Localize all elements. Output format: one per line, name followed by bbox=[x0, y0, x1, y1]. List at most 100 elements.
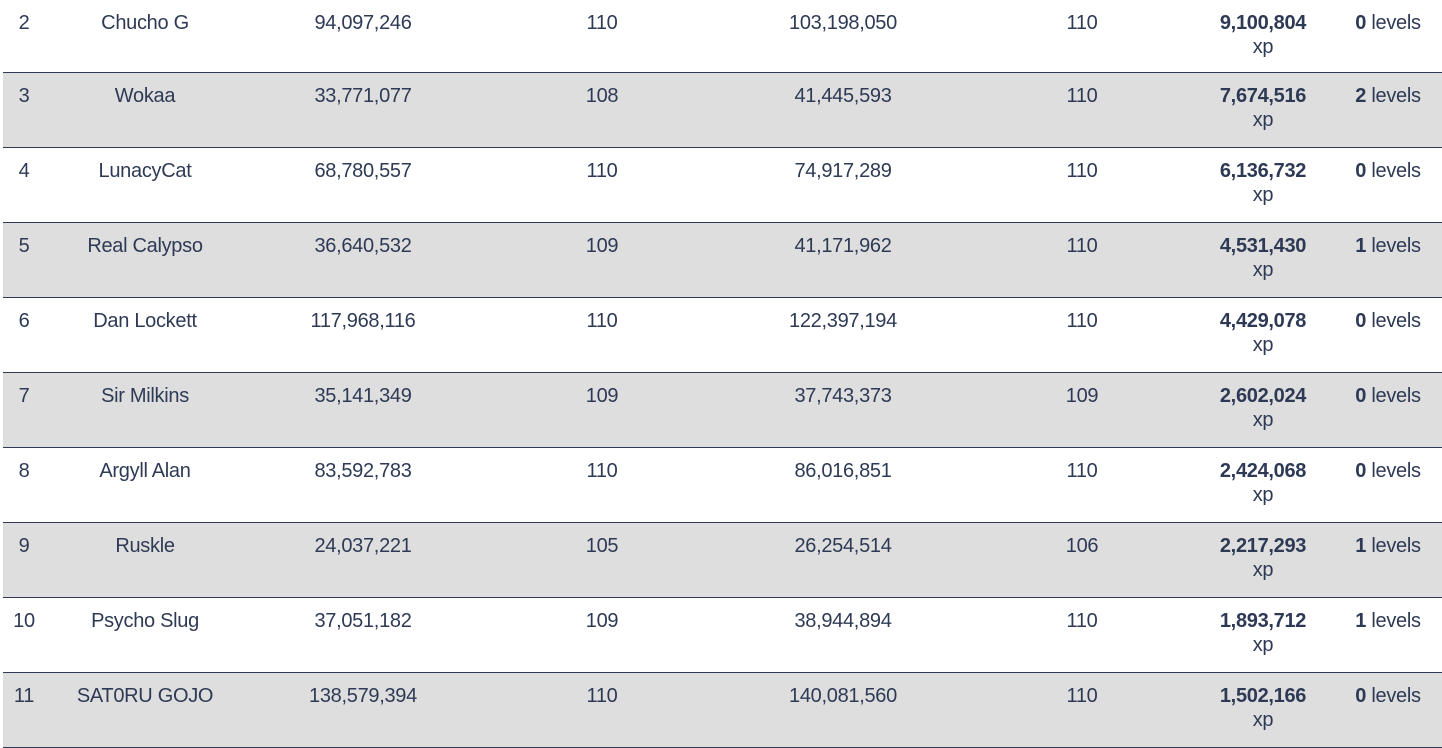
start-xp-cell: 117,968,116 bbox=[310, 310, 416, 332]
start-xp-cell: 24,037,221 bbox=[314, 535, 412, 557]
table-row: 3 Wokaa 33,771,077 108 41,445,593 110 7,… bbox=[3, 73, 1442, 148]
end-level-cell: 110 bbox=[1066, 160, 1098, 182]
start-level-cell: 109 bbox=[585, 235, 619, 257]
levels-gained-value: 0 bbox=[1355, 160, 1367, 182]
xp-gain-cell: 2,602,024 xp bbox=[1183, 384, 1343, 432]
xp-gain-value: 9,100,804 bbox=[1219, 12, 1307, 34]
end-level-cell: 110 bbox=[1066, 460, 1098, 482]
levels-gained-cell: 0 levels bbox=[1338, 11, 1438, 35]
end-xp-cell: 86,016,851 bbox=[794, 460, 892, 482]
end-xp-cell: 74,917,289 bbox=[794, 160, 892, 182]
xp-gain-unit: xp bbox=[1252, 709, 1274, 731]
xp-gain-cell: 7,674,516 xp bbox=[1183, 84, 1343, 132]
levels-gained-unit: levels bbox=[1371, 385, 1421, 407]
xp-gain-cell: 2,217,293 xp bbox=[1183, 534, 1343, 582]
table-row: 9 Ruskle 24,037,221 105 26,254,514 106 2… bbox=[3, 523, 1442, 598]
xp-gain-cell: 2,424,068 xp bbox=[1183, 459, 1343, 507]
start-xp-cell: 94,097,246 bbox=[314, 12, 412, 34]
end-xp-cell: 122,397,194 bbox=[789, 310, 897, 332]
levels-gained-unit: levels bbox=[1371, 310, 1421, 332]
xp-gain-value: 4,531,430 bbox=[1219, 235, 1307, 257]
levels-gained-cell: 0 levels bbox=[1338, 684, 1438, 708]
start-xp-cell: 37,051,182 bbox=[314, 610, 412, 632]
levels-gained-unit: levels bbox=[1371, 685, 1421, 707]
start-level-cell: 109 bbox=[585, 385, 619, 407]
end-level-cell: 110 bbox=[1066, 85, 1098, 107]
player-name-cell: Argyll Alan bbox=[99, 460, 191, 482]
start-xp-cell: 68,780,557 bbox=[314, 160, 412, 182]
levels-gained-unit: levels bbox=[1371, 12, 1421, 34]
table-row: 6 Dan Lockett 117,968,116 110 122,397,19… bbox=[3, 298, 1442, 373]
levels-gained-cell: 1 levels bbox=[1338, 234, 1438, 258]
start-xp-cell: 33,771,077 bbox=[314, 85, 412, 107]
xp-gain-value: 1,502,166 bbox=[1219, 685, 1307, 707]
xp-gain-unit: xp bbox=[1252, 409, 1274, 431]
rank-cell: 2 bbox=[18, 12, 30, 34]
start-xp-cell: 35,141,349 bbox=[314, 385, 412, 407]
rank-cell: 10 bbox=[13, 610, 35, 632]
player-name-cell: SAT0RU GOJO bbox=[76, 685, 214, 707]
end-xp-cell: 37,743,373 bbox=[794, 385, 892, 407]
end-xp-cell: 26,254,514 bbox=[794, 535, 892, 557]
end-xp-cell: 103,198,050 bbox=[789, 12, 897, 34]
levels-gained-value: 1 bbox=[1355, 535, 1367, 557]
levels-gained-value: 0 bbox=[1355, 310, 1367, 332]
rank-cell: 11 bbox=[13, 685, 35, 707]
start-level-cell: 110 bbox=[586, 310, 618, 332]
player-name-cell: Psycho Slug bbox=[91, 610, 199, 632]
xp-gain-cell: 9,100,804 xp bbox=[1183, 11, 1343, 59]
start-level-cell: 110 bbox=[586, 685, 618, 707]
end-level-cell: 110 bbox=[1066, 610, 1098, 632]
table-row: 8 Argyll Alan 83,592,783 110 86,016,851 … bbox=[3, 448, 1442, 523]
end-level-cell: 110 bbox=[1066, 235, 1098, 257]
rank-cell: 9 bbox=[18, 535, 30, 557]
start-level-cell: 110 bbox=[586, 460, 618, 482]
end-level-cell: 110 bbox=[1066, 310, 1098, 332]
leaderboard-table: 2 Chucho G 94,097,246 110 103,198,050 11… bbox=[3, 0, 1442, 748]
rank-cell: 7 bbox=[18, 385, 30, 407]
levels-gained-unit: levels bbox=[1371, 535, 1421, 557]
xp-gain-unit: xp bbox=[1252, 184, 1274, 206]
player-name-cell: Chucho G bbox=[101, 12, 189, 34]
xp-gain-cell: 1,502,166 xp bbox=[1183, 684, 1343, 732]
xp-gain-unit: xp bbox=[1252, 559, 1274, 581]
rank-cell: 4 bbox=[18, 160, 30, 182]
levels-gained-cell: 0 levels bbox=[1338, 309, 1438, 333]
player-name-cell: Ruskle bbox=[115, 535, 175, 557]
end-xp-cell: 140,081,560 bbox=[789, 685, 897, 707]
xp-gain-value: 7,674,516 bbox=[1219, 85, 1307, 107]
levels-gained-cell: 0 levels bbox=[1338, 459, 1438, 483]
xp-gain-unit: xp bbox=[1252, 484, 1274, 506]
start-xp-cell: 36,640,532 bbox=[314, 235, 412, 257]
levels-gained-unit: levels bbox=[1371, 460, 1421, 482]
end-level-cell: 109 bbox=[1065, 385, 1099, 407]
xp-gain-value: 2,424,068 bbox=[1219, 460, 1307, 482]
levels-gained-unit: levels bbox=[1371, 235, 1421, 257]
levels-gained-cell: 1 levels bbox=[1338, 534, 1438, 558]
player-name-cell: Dan Lockett bbox=[93, 310, 197, 332]
levels-gained-cell: 1 levels bbox=[1338, 609, 1438, 633]
levels-gained-unit: levels bbox=[1371, 610, 1421, 632]
rank-cell: 3 bbox=[18, 85, 30, 107]
table-row: 7 Sir Milkins 35,141,349 109 37,743,373 … bbox=[3, 373, 1442, 448]
xp-gain-unit: xp bbox=[1252, 36, 1274, 58]
xp-gain-unit: xp bbox=[1252, 634, 1274, 656]
xp-gain-unit: xp bbox=[1252, 109, 1274, 131]
end-xp-cell: 41,445,593 bbox=[794, 85, 892, 107]
end-level-cell: 110 bbox=[1066, 12, 1098, 34]
xp-gain-cell: 4,429,078 xp bbox=[1183, 309, 1343, 357]
end-xp-cell: 41,171,962 bbox=[794, 235, 892, 257]
levels-gained-value: 1 bbox=[1355, 235, 1367, 257]
start-xp-cell: 83,592,783 bbox=[314, 460, 412, 482]
xp-gain-value: 4,429,078 bbox=[1219, 310, 1307, 332]
rank-cell: 6 bbox=[18, 310, 30, 332]
xp-gain-cell: 1,893,712 xp bbox=[1183, 609, 1343, 657]
table-row: 4 LunacyCat 68,780,557 110 74,917,289 11… bbox=[3, 148, 1442, 223]
levels-gained-value: 0 bbox=[1355, 12, 1367, 34]
start-level-cell: 105 bbox=[585, 535, 619, 557]
xp-gain-value: 2,602,024 bbox=[1219, 385, 1307, 407]
end-level-cell: 110 bbox=[1066, 685, 1098, 707]
levels-gained-cell: 2 levels bbox=[1338, 84, 1438, 108]
levels-gained-value: 2 bbox=[1355, 85, 1367, 107]
xp-gain-value: 1,893,712 bbox=[1219, 610, 1307, 632]
